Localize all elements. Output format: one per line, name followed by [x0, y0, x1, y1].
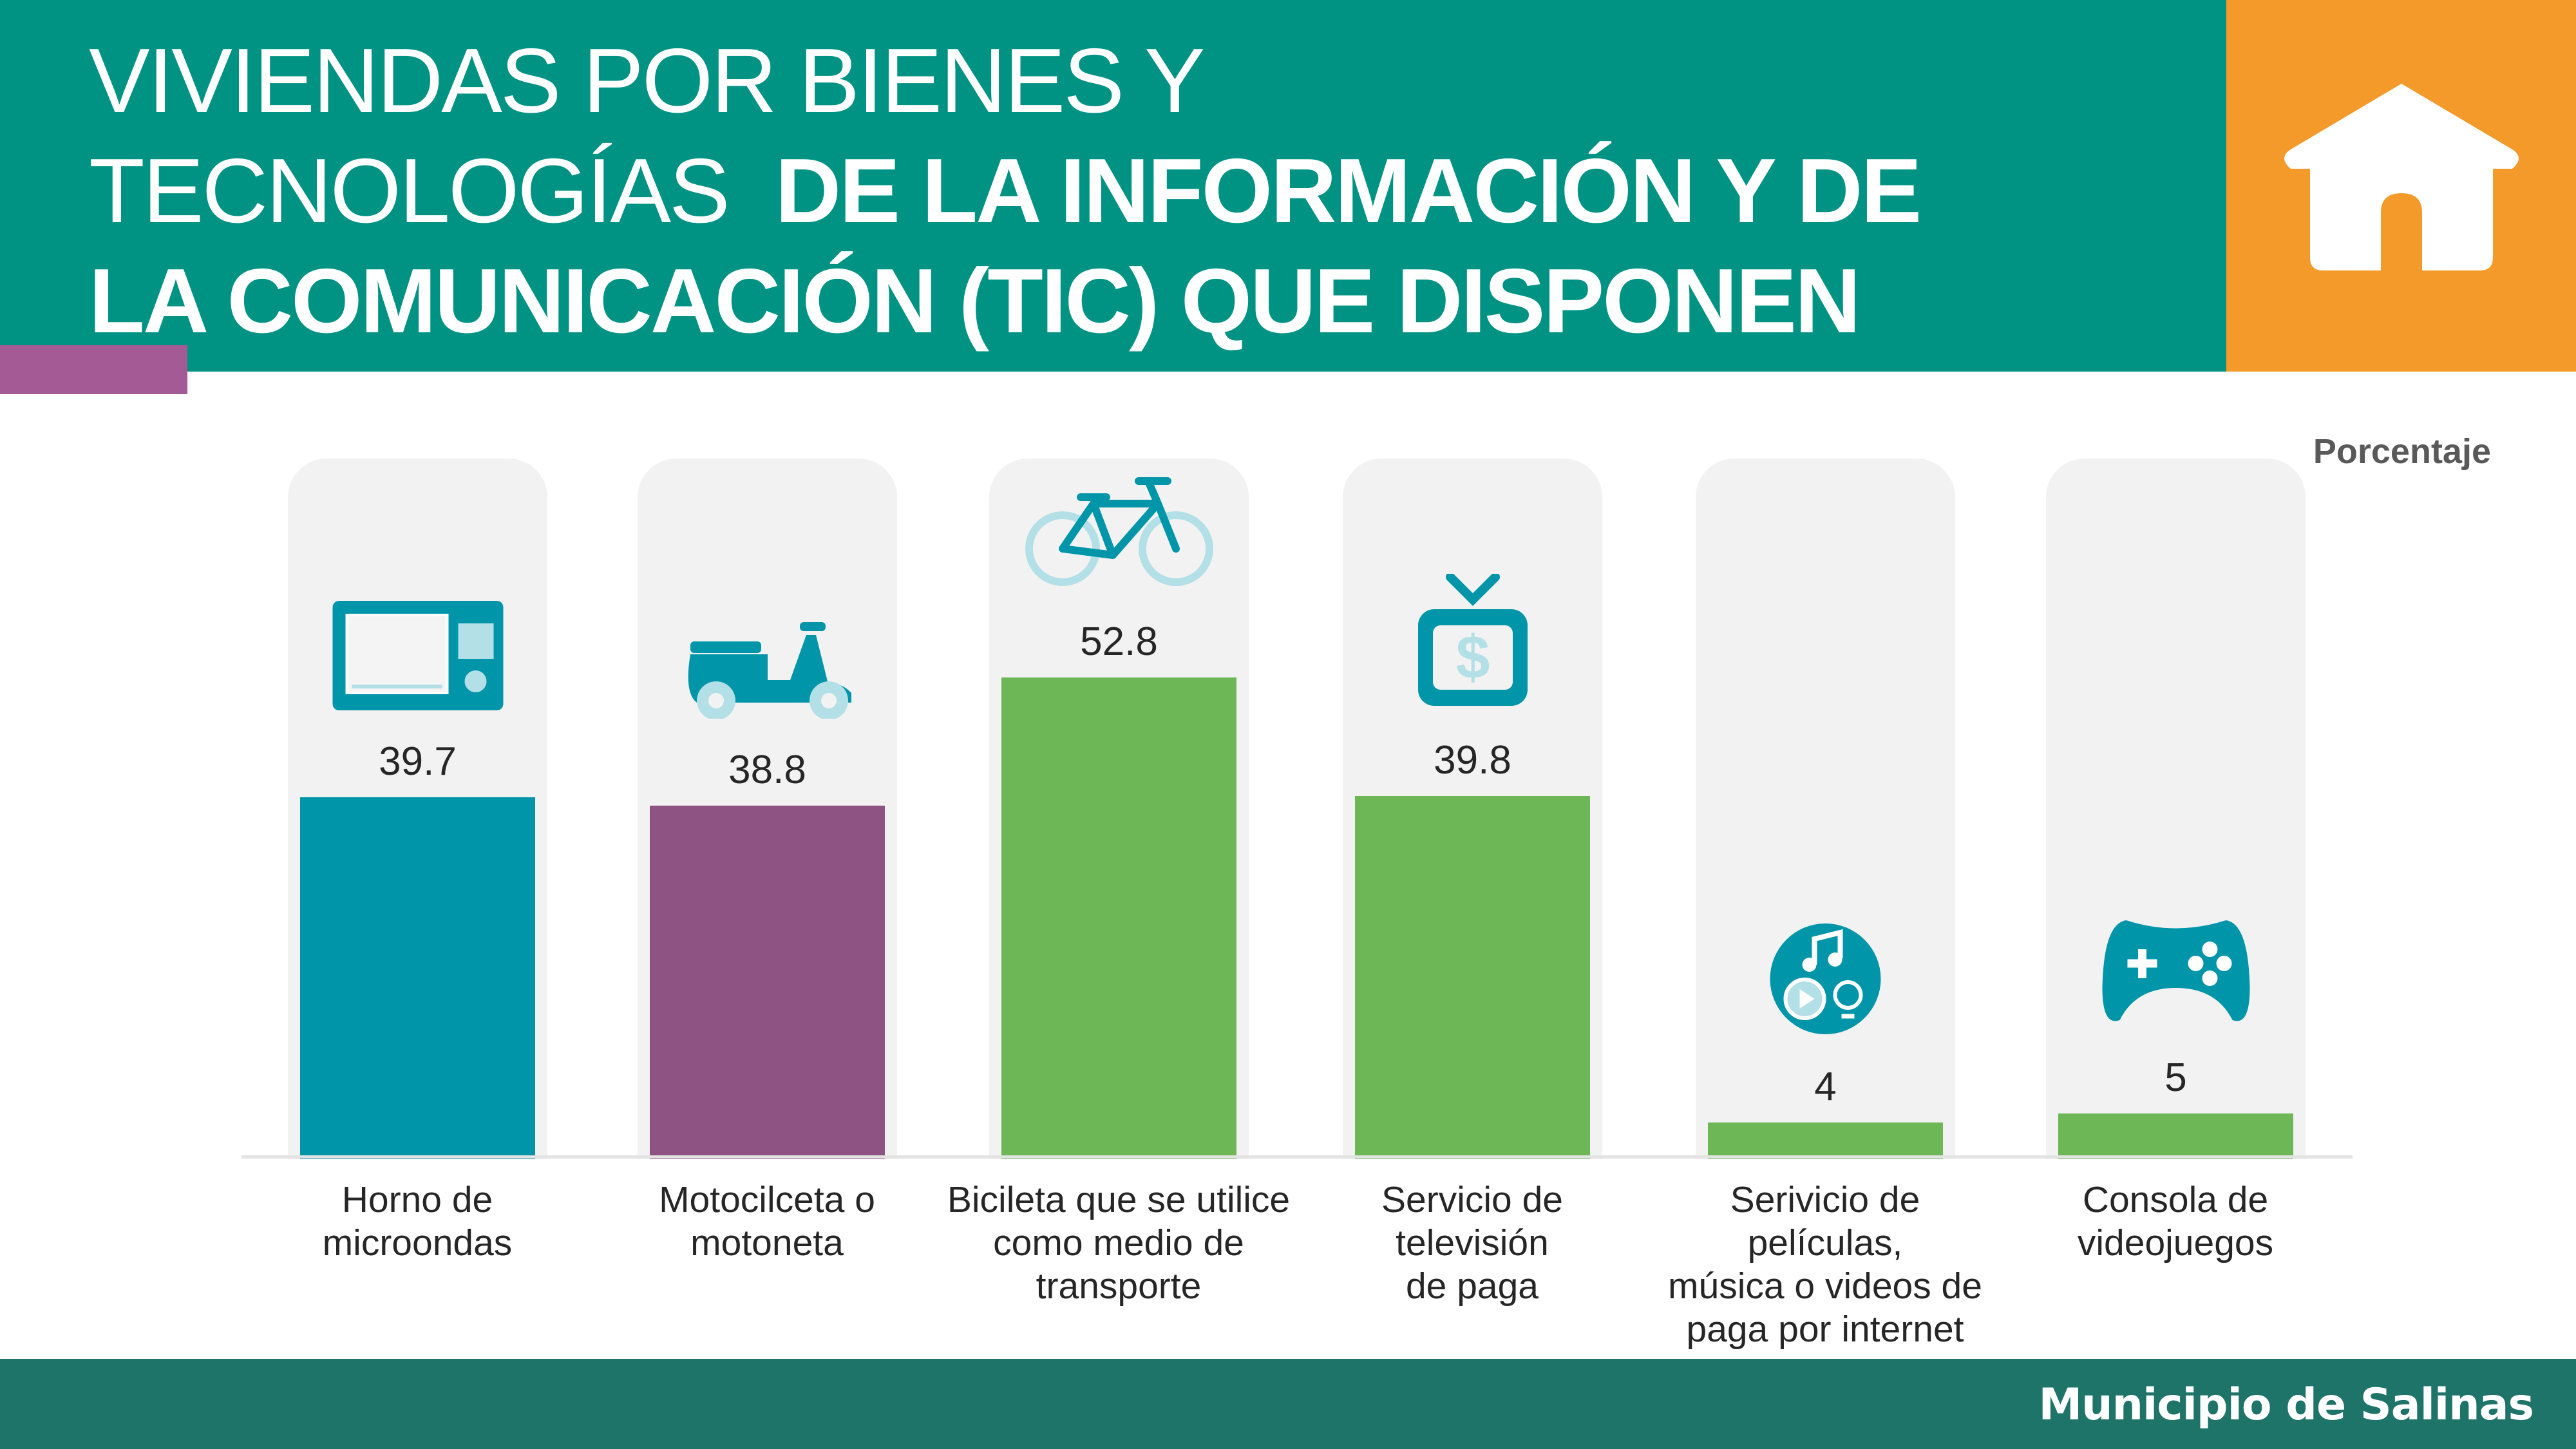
pay-tv-icon: $	[1415, 573, 1531, 712]
bar	[1708, 1122, 1943, 1159]
page-title: VIVIENDAS POR BIENES Y TECNOLOGÍAS DE LA…	[89, 26, 1922, 356]
value-label: 52.8	[1080, 620, 1158, 665]
accent-strip	[0, 345, 187, 394]
title-line-1: VIVIENDAS POR BIENES Y	[89, 30, 1206, 132]
value-label: 5	[2164, 1056, 2187, 1101]
column-background	[1696, 459, 1955, 1159]
category-label-line: Bicileta que se utilice	[947, 1179, 1291, 1220]
streaming-icon	[1769, 923, 1882, 1039]
title-line-2-regular: TECNOLOGÍAS	[89, 140, 730, 242]
category-label: Consola de videojuegos	[1982, 1179, 2369, 1265]
value-label: 39.8	[1434, 738, 1511, 783]
category-label: Serivicio de películas, música o videos de…	[1632, 1179, 2018, 1351]
microwave-icon	[332, 600, 503, 714]
category-label-line: Horno de	[341, 1179, 493, 1220]
x-axis-line	[242, 1155, 2353, 1159]
bicycle-icon	[1023, 468, 1216, 594]
header-banner: VIVIENDAS POR BIENES Y TECNOLOGÍAS DE LA…	[0, 0, 2226, 372]
category-label: Bicileta que se utilice como medio de tran…	[925, 1179, 1312, 1308]
value-label: 39.7	[379, 739, 457, 784]
category-label: Horno de microondas	[224, 1179, 611, 1265]
title-line-3: LA COMUNICACIÓN (TIC) QUE DISPONEN	[89, 250, 1861, 352]
bar-column: 39.7	[288, 459, 547, 1159]
bar	[1355, 796, 1590, 1159]
category-label-line: videojuegos	[2077, 1222, 2274, 1264]
gamepad-icon	[2100, 917, 2251, 1030]
bar	[300, 797, 535, 1159]
category-label-line: Servicio de	[1381, 1179, 1563, 1220]
house-icon	[2284, 84, 2519, 270]
bar-column: 4	[1696, 459, 1955, 1159]
category-label-line: Consola de	[2082, 1179, 2269, 1220]
category-label-line: de paga	[1405, 1265, 1539, 1307]
bar-column: 5	[2046, 459, 2306, 1159]
category-label-line: paga por internet	[1686, 1309, 1964, 1350]
bar	[2058, 1113, 2293, 1159]
category-label-line: transporte	[1036, 1265, 1202, 1307]
svg-text:$: $	[1455, 623, 1490, 692]
bar-column: 52.8	[989, 459, 1249, 1159]
house-badge	[2226, 0, 2576, 372]
value-label: 4	[1814, 1065, 1837, 1110]
column-background	[2046, 459, 2306, 1159]
category-label-line: televisión	[1396, 1222, 1549, 1264]
scooter-icon	[677, 616, 858, 722]
value-label: 38.8	[728, 747, 806, 792]
footer-text: Municipio de Salinas	[2038, 1379, 2534, 1430]
category-label-line: microondas	[322, 1222, 513, 1264]
bar-column: 38.8	[638, 459, 897, 1159]
unit-label: Porcentaje	[2313, 432, 2491, 471]
category-label-line: películas,	[1747, 1222, 1903, 1264]
bar-column: 39.8 $	[1343, 459, 1602, 1159]
category-label-line: Motocilceta o	[659, 1179, 875, 1220]
category-label: Servicio de televisión de paga	[1279, 1179, 1665, 1308]
category-label-line: como medio de	[993, 1222, 1244, 1264]
title-line-2-bold: DE LA INFORMACIÓN Y DE	[775, 140, 1922, 242]
bar	[1001, 677, 1236, 1159]
category-label-line: música o videos de	[1668, 1265, 1982, 1307]
category-label: Motocilceta o motoneta	[574, 1179, 960, 1265]
footer: Municipio de Salinas	[0, 1359, 2576, 1449]
category-label-line: motoneta	[690, 1222, 844, 1264]
category-label-line: Serivicio de	[1730, 1179, 1920, 1220]
bar	[650, 805, 885, 1159]
